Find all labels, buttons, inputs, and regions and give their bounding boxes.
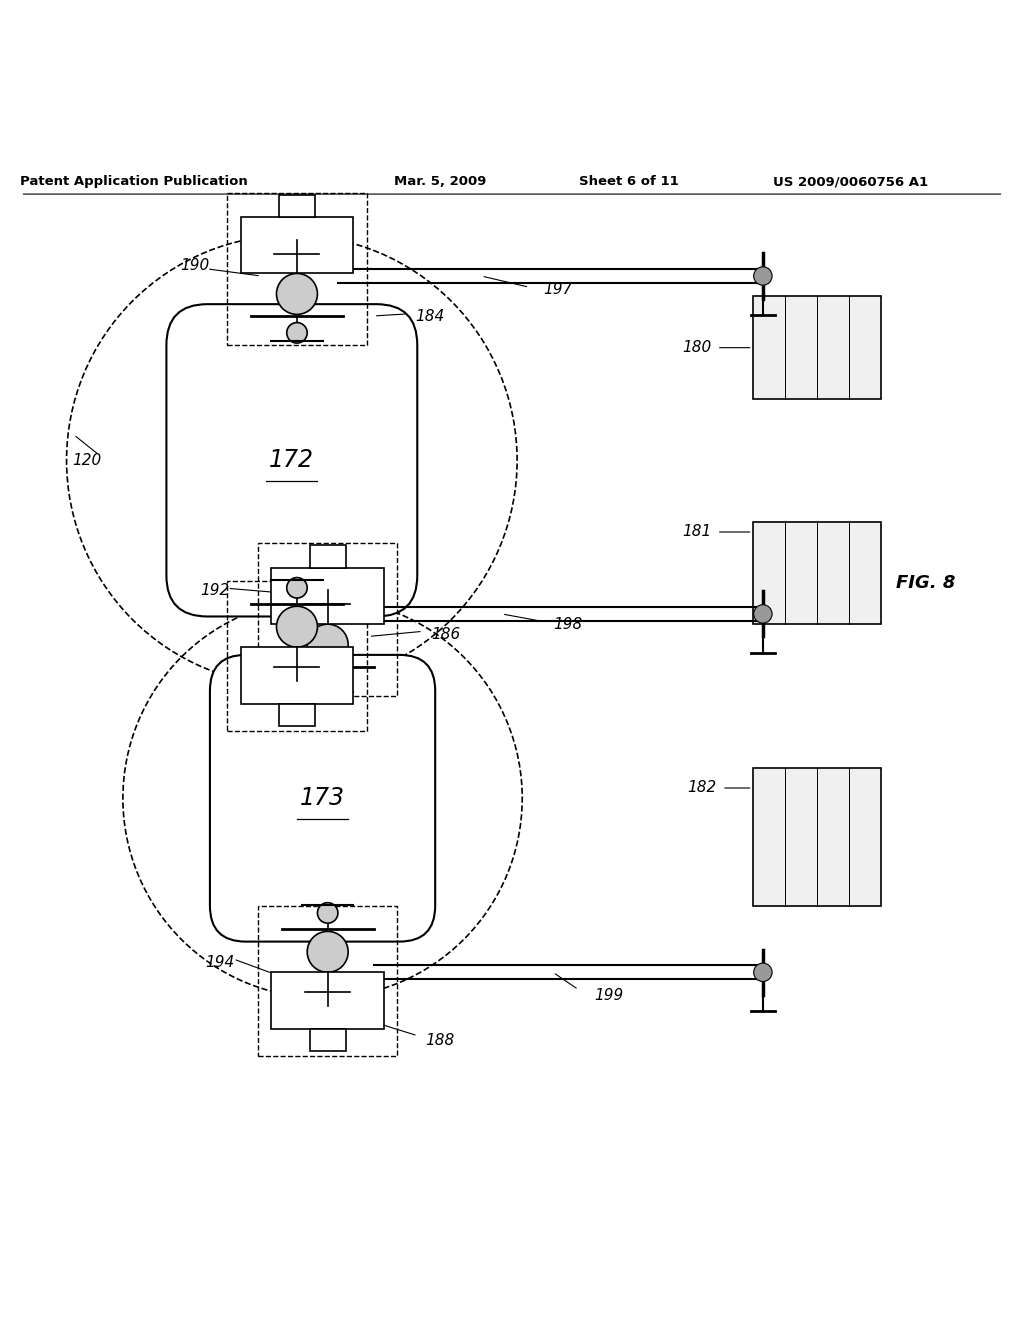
- Bar: [279, 194, 315, 216]
- Text: Sheet 6 of 11: Sheet 6 of 11: [579, 176, 678, 189]
- Circle shape: [317, 673, 338, 694]
- Bar: [309, 1028, 346, 1051]
- Bar: [227, 193, 367, 345]
- Text: 192: 192: [201, 583, 229, 598]
- Text: Patent Application Publication: Patent Application Publication: [20, 176, 248, 189]
- Circle shape: [276, 273, 317, 314]
- FancyBboxPatch shape: [210, 655, 435, 941]
- Text: US 2009/0060756 A1: US 2009/0060756 A1: [773, 176, 928, 189]
- Bar: [241, 647, 353, 704]
- Circle shape: [307, 624, 348, 665]
- Text: 184: 184: [416, 309, 444, 325]
- Text: 186: 186: [431, 627, 460, 642]
- Text: FIG. 8: FIG. 8: [896, 574, 955, 593]
- Circle shape: [287, 578, 307, 598]
- Text: 182: 182: [687, 780, 717, 796]
- Text: 173: 173: [300, 787, 345, 810]
- Bar: [241, 216, 353, 273]
- Bar: [258, 906, 397, 1056]
- Text: 198: 198: [554, 616, 583, 632]
- Bar: [753, 767, 881, 906]
- Circle shape: [317, 903, 338, 923]
- Bar: [309, 545, 346, 568]
- Text: 120: 120: [73, 453, 101, 467]
- Circle shape: [287, 322, 307, 343]
- Bar: [753, 297, 881, 399]
- Text: 180: 180: [682, 341, 712, 355]
- FancyBboxPatch shape: [166, 304, 418, 616]
- Text: 172: 172: [269, 449, 314, 473]
- Bar: [271, 568, 384, 624]
- Circle shape: [276, 606, 317, 647]
- Text: Mar. 5, 2009: Mar. 5, 2009: [394, 176, 486, 189]
- Bar: [227, 581, 367, 731]
- Text: 199: 199: [595, 989, 624, 1003]
- Bar: [279, 704, 315, 726]
- Bar: [258, 544, 397, 696]
- Circle shape: [307, 932, 348, 973]
- Text: 181: 181: [682, 524, 712, 540]
- Text: 197: 197: [544, 281, 572, 297]
- Text: 188: 188: [426, 1034, 455, 1048]
- Circle shape: [754, 605, 772, 623]
- Bar: [753, 521, 881, 624]
- Bar: [271, 973, 384, 1028]
- Text: 190: 190: [180, 259, 209, 273]
- Circle shape: [754, 267, 772, 285]
- Text: 194: 194: [206, 954, 234, 970]
- Circle shape: [754, 964, 772, 982]
